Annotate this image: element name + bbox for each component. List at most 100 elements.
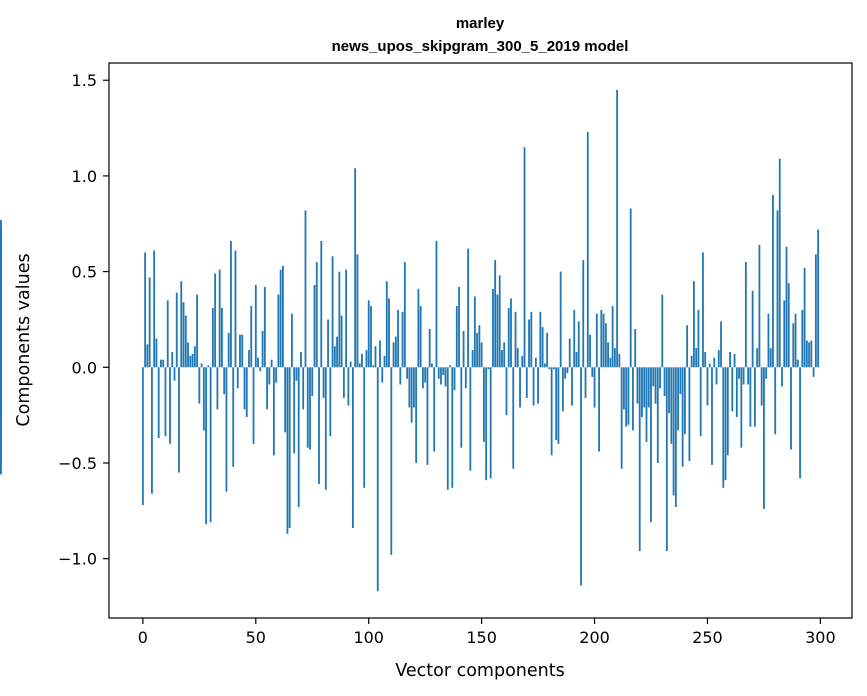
bar-120	[412, 367, 415, 408]
bar-155	[492, 288, 494, 368]
bar-299	[817, 229, 820, 368]
bar-80	[322, 367, 325, 398]
bar-249	[704, 351, 707, 368]
bar-160	[503, 342, 506, 368]
bar-210	[616, 89, 619, 368]
bar-56	[268, 367, 271, 385]
bar-288	[792, 323, 795, 368]
bar-157	[496, 294, 499, 368]
bar-146	[471, 350, 474, 368]
bar-222	[643, 367, 646, 408]
bar-223	[645, 367, 648, 442]
bar-296	[810, 340, 813, 368]
bar-212	[620, 367, 623, 469]
bar-218	[634, 329, 637, 368]
bar-281	[776, 210, 779, 368]
y-tick-label: 1.0	[72, 167, 97, 186]
bar-206	[607, 342, 609, 368]
bar-166	[516, 348, 519, 368]
bar-174	[534, 357, 537, 368]
bar-82	[327, 319, 329, 368]
y-tick-label: −0.5	[58, 454, 97, 473]
bar-57	[270, 359, 273, 368]
bar-86	[336, 336, 338, 368]
bar-0	[141, 367, 144, 506]
bar-9	[162, 359, 165, 368]
bar-200	[593, 367, 596, 408]
bar-71	[302, 367, 305, 410]
bar-55	[266, 367, 268, 410]
bar-117	[406, 367, 409, 379]
bar-134	[444, 367, 447, 387]
bar-148	[476, 332, 479, 368]
bar-63	[284, 367, 287, 433]
bar-219	[636, 367, 639, 404]
bar-39	[230, 240, 232, 368]
bar-97	[361, 353, 363, 368]
bar-91	[347, 367, 350, 406]
bar-227	[654, 367, 657, 404]
bar-251	[708, 363, 711, 368]
bar-232	[665, 367, 668, 552]
bar-297	[812, 367, 815, 377]
bar-undefined	[0, 275, 2, 368]
bar-291	[799, 367, 801, 479]
bar-282	[778, 158, 781, 368]
bar-295	[808, 342, 810, 368]
bar-24	[196, 294, 198, 368]
bar-121	[415, 367, 418, 463]
bar-6	[155, 338, 158, 368]
bar-202	[598, 367, 600, 452]
y-tick-label: 1.5	[72, 71, 97, 90]
chart-subtitle: news_upos_skipgram_300_5_2019 model	[332, 38, 629, 55]
bar-88	[340, 315, 343, 368]
bar-17	[180, 281, 183, 368]
bar-154	[489, 367, 492, 479]
bar-21	[189, 355, 192, 368]
bar-undefined	[0, 325, 2, 368]
bar-290	[796, 359, 799, 368]
bar-10	[164, 367, 167, 437]
bar-112	[394, 336, 397, 368]
bar-151	[482, 367, 485, 442]
bar-205	[604, 323, 607, 368]
bar-60	[277, 294, 280, 368]
bar-168	[521, 355, 524, 368]
bar-43	[239, 334, 241, 368]
bar-113	[397, 309, 399, 368]
bar-undefined	[0, 367, 2, 469]
x-tick-label: 50	[246, 628, 266, 647]
bar-178	[543, 363, 546, 368]
bar-73	[306, 367, 309, 448]
bar-268	[747, 367, 750, 385]
bar-184	[557, 367, 560, 444]
bar-133	[442, 367, 445, 375]
bar-276	[765, 367, 768, 379]
bar-119	[410, 367, 413, 423]
bar-226	[652, 367, 655, 387]
bar-75	[311, 367, 314, 396]
x-tick-label: 0	[138, 628, 148, 647]
bar-66	[291, 313, 293, 368]
bar-186	[562, 367, 564, 412]
bar-176	[539, 311, 542, 368]
x-tick-label: 300	[805, 628, 836, 647]
bar-35	[221, 307, 223, 368]
y-tick-label: −1.0	[58, 550, 97, 569]
bar-203	[600, 309, 603, 368]
bar-74	[309, 367, 311, 450]
bar-11	[166, 300, 169, 368]
bar-147	[473, 296, 476, 368]
bar-164	[512, 367, 515, 469]
bar-54	[263, 286, 266, 368]
bar-26	[200, 363, 203, 368]
bar-94	[354, 168, 357, 368]
bar-64	[286, 367, 289, 534]
bar-241	[686, 325, 689, 368]
bar-215	[627, 367, 630, 425]
bar-1	[144, 252, 147, 368]
bar-183	[555, 367, 558, 441]
bar-260	[729, 351, 731, 368]
bar-105	[379, 340, 381, 368]
bar-236	[674, 367, 677, 507]
